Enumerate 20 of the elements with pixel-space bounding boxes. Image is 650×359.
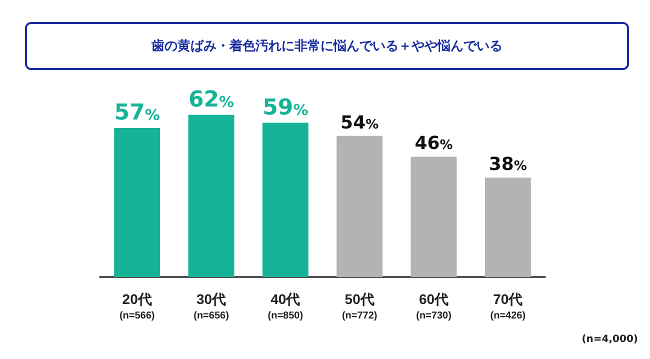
bar [410,156,457,277]
data-label: 57% [114,100,160,126]
x-tick-label: 50代 (n=772) [342,291,378,322]
data-label: 38% [488,154,527,176]
bar [262,122,308,277]
x-tick-label: 70代 (n=426) [490,291,526,322]
x-tick-label: 40代 (n=850) [268,291,304,322]
x-tick-label: 20代 (n=566) [119,291,155,322]
data-label: 59% [262,95,308,120]
data-label: 46% [414,133,453,154]
bar [336,136,383,277]
data-label: 54% [340,112,379,134]
chart-title: 歯の黄ばみ・着色汚れに非常に悩んでいる＋やや悩んでいる [25,22,629,70]
bar [188,114,234,277]
data-label: 62% [188,87,234,112]
bar [484,178,531,277]
text: (n=4,000) [582,334,638,345]
x-tick-label: 60代 (n=730) [416,291,452,322]
bar [114,128,160,277]
x-tick-label: 30代 (n=656) [194,291,229,322]
